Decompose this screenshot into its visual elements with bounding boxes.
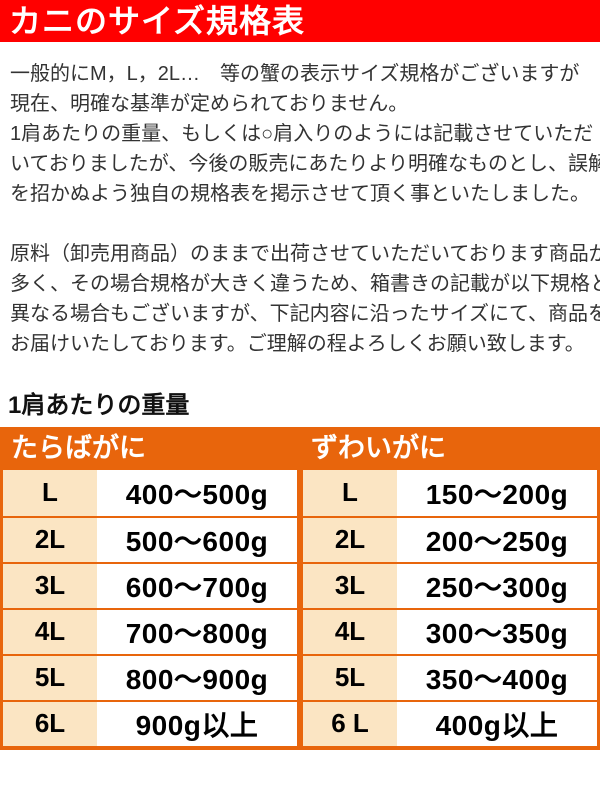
intro-line: 多く、その場合規格が大きく違うため、箱書きの記載が以下規格と (10, 273, 600, 295)
column-header-snow-crab: ずわいがに (311, 432, 446, 463)
intro-paragraph-2: 原料（卸売用商品）のままで出荷させていただいております商品が 多く、その場合規格… (10, 239, 600, 359)
table-row: 4L 300～350g (303, 607, 597, 654)
weight-cell: 600～700g (97, 563, 297, 608)
size-cell: 5L (303, 655, 397, 700)
page-title: カニのサイズ規格表 (9, 3, 306, 39)
weight-cell: 900g以上 (97, 701, 297, 746)
weight-cell: 400～500g (97, 469, 297, 516)
intro-line: 1肩あたりの重量、もしくは○肩入りのようには記載させていただ (10, 123, 594, 145)
size-cell: 3L (3, 563, 97, 608)
size-cell: 2L (3, 517, 97, 562)
size-cell: 4L (303, 609, 397, 654)
size-cell: L (303, 469, 397, 516)
size-cell: 4L (3, 609, 97, 654)
table-row: 5L 800～900g (3, 653, 297, 700)
intro-line: を招かぬよう独自の規格表を掲示させて頂く事といたしました。 (10, 183, 590, 205)
table-row: L 150～200g (303, 469, 597, 516)
table-row: L 400～500g (3, 469, 297, 516)
size-cell: 3L (303, 563, 397, 608)
size-cell: 5L (3, 655, 97, 700)
intro-paragraph-1: 一般的にM，L，2L… 等の蟹の表示サイズ規格がございますが 現在、明確な基準が… (10, 59, 600, 209)
intro-line: 現在、明確な基準が定められておりません。 (10, 93, 409, 115)
table-row: 5L 350～400g (303, 653, 597, 700)
table-row: 6 L 400g以上 (303, 699, 597, 746)
weight-cell: 500～600g (97, 517, 297, 562)
weight-table: たらばがに ずわいがに L 400～500g 2L 500～600g 3L 60… (0, 426, 600, 750)
table-row: 3L 600～700g (3, 561, 297, 608)
size-cell: 6 L (303, 701, 397, 746)
weight-cell: 150～200g (397, 469, 597, 516)
intro-text: 一般的にM，L，2L… 等の蟹の表示サイズ規格がございますが 現在、明確な基準が… (0, 42, 600, 359)
table-row: 6L 900g以上 (3, 699, 297, 746)
column-header-king-crab: たらばがに (11, 432, 146, 463)
size-cell: L (3, 469, 97, 516)
intro-line: お届けいたしております。ご理解の程よろしくお願い致します。 (10, 333, 585, 355)
intro-line: 一般的にM，L，2L… 等の蟹の表示サイズ規格がございますが (10, 63, 580, 85)
weight-cell: 800～900g (97, 655, 297, 700)
table-row: 4L 700～800g (3, 607, 297, 654)
weight-table-header: たらばがに ずわいがに (0, 426, 600, 470)
weight-cell: 400g以上 (397, 701, 597, 746)
king-crab-table: L 400～500g 2L 500～600g 3L 600～700g 4L 70… (3, 469, 300, 746)
weight-table-body: L 400～500g 2L 500～600g 3L 600～700g 4L 70… (3, 469, 597, 746)
table-row: 2L 200～250g (303, 515, 597, 562)
weight-cell: 250～300g (397, 563, 597, 608)
table-row: 3L 250～300g (303, 561, 597, 608)
intro-line: いておりましたが、今後の販売にあたりより明確なものとし、誤解 (10, 153, 600, 175)
weight-cell: 700～800g (97, 609, 297, 654)
size-cell: 2L (303, 517, 397, 562)
weight-cell: 200～250g (397, 517, 597, 562)
size-cell: 6L (3, 701, 97, 746)
weight-cell: 300～350g (397, 609, 597, 654)
snow-crab-table: L 150～200g 2L 200～250g 3L 250～300g 4L 30… (300, 469, 597, 746)
weight-cell: 350～400g (397, 655, 597, 700)
section-heading: 1肩あたりの重量 (8, 392, 190, 419)
intro-line: 異なる場合もございますが、下記内容に沿ったサイズにて、商品を (10, 303, 600, 325)
table-row: 2L 500～600g (3, 515, 297, 562)
intro-line: 原料（卸売用商品）のままで出荷させていただいております商品が (10, 243, 600, 265)
page-title-banner: カニのサイズ規格表 (0, 0, 600, 42)
